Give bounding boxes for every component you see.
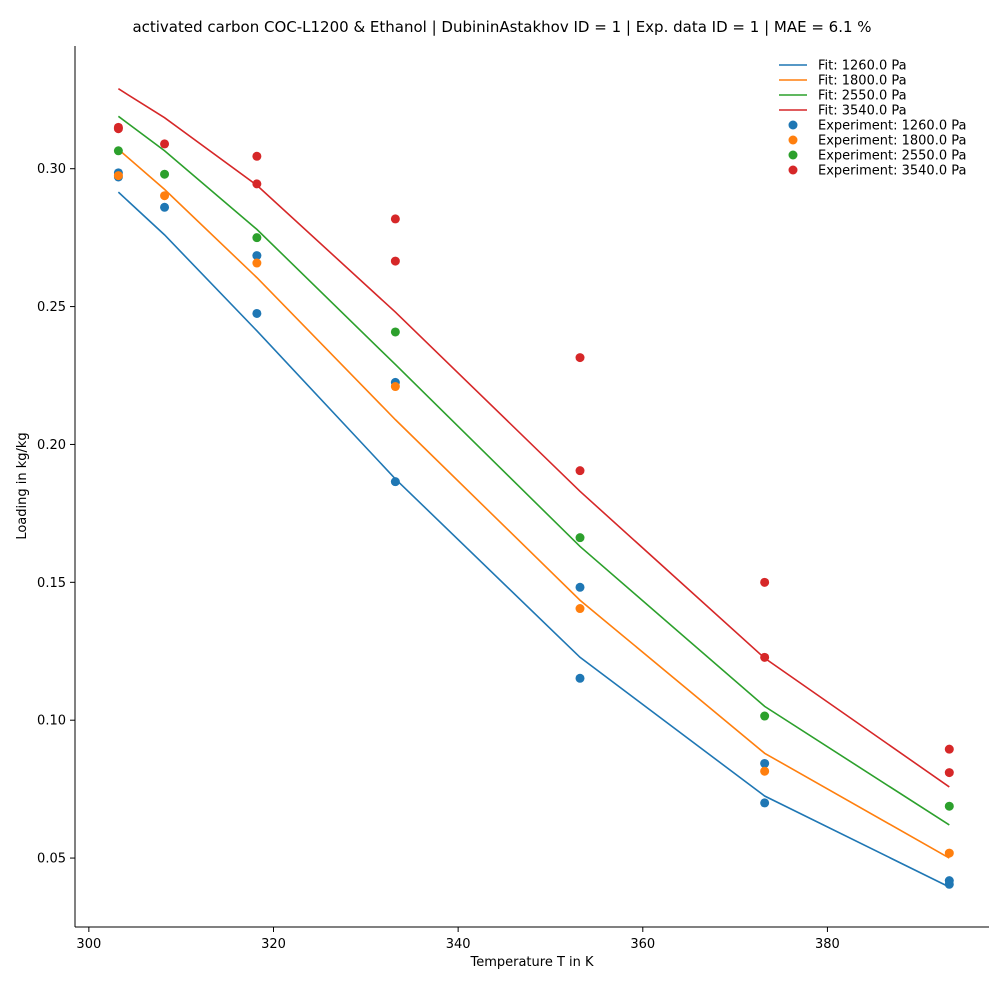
experiment-point-series-1 bbox=[160, 191, 170, 201]
experiment-point-series-0 bbox=[252, 308, 262, 318]
y-tick-label: 0.25 bbox=[37, 300, 66, 315]
experiment-point-series-1 bbox=[575, 604, 585, 614]
experiment-point-series-0 bbox=[760, 758, 770, 768]
experiment-point-series-1 bbox=[944, 848, 954, 858]
legend-entry-label: Experiment: 3540.0 Pa bbox=[818, 164, 966, 179]
experiment-point-series-2 bbox=[760, 711, 770, 721]
experiment-point-series-3 bbox=[760, 652, 770, 662]
legend-marker-swatch bbox=[788, 135, 798, 145]
legend-entry-label: Fit: 1260.0 Pa bbox=[818, 59, 907, 74]
x-axis-ticks: 300 320 340 360 380 bbox=[76, 927, 840, 952]
fit-line-series-3 bbox=[117, 88, 950, 788]
y-tick-label: 0.10 bbox=[37, 714, 66, 729]
x-tick-label: 320 bbox=[261, 937, 286, 952]
experiment-point-series-1 bbox=[390, 382, 400, 392]
chart-title: activated carbon COC-L1200 & Ethanol | D… bbox=[132, 18, 871, 36]
experiment-point-series-3 bbox=[760, 577, 770, 587]
experiment-point-series-2 bbox=[113, 146, 123, 156]
experiment-point-series-2 bbox=[390, 327, 400, 337]
experiment-point-series-0 bbox=[160, 202, 170, 212]
y-tick-label: 0.15 bbox=[37, 576, 66, 591]
x-tick-label: 360 bbox=[630, 937, 655, 952]
legend-entry-label: Fit: 1800.0 Pa bbox=[818, 74, 907, 89]
y-axis-ticks: 0.05 0.10 0.15 0.20 0.25 0.30 bbox=[37, 162, 75, 867]
x-axis-label: Temperature T in K bbox=[469, 955, 594, 970]
x-tick-label: 300 bbox=[76, 937, 101, 952]
y-tick-label: 0.20 bbox=[37, 438, 66, 453]
legend-marker-swatch bbox=[788, 150, 798, 160]
experiment-point-series-1 bbox=[113, 171, 123, 181]
experiment-point-series-0 bbox=[575, 673, 585, 683]
experiment-point-series-3 bbox=[390, 256, 400, 266]
experiment-point-series-3 bbox=[575, 466, 585, 476]
legend-entry-label: Experiment: 1260.0 Pa bbox=[818, 119, 966, 134]
x-tick-label: 380 bbox=[815, 937, 840, 952]
experiment-point-series-3 bbox=[944, 768, 954, 778]
experiment-point-series-0 bbox=[575, 582, 585, 592]
y-tick-label: 0.30 bbox=[37, 162, 66, 177]
legend-marker-swatch bbox=[788, 165, 798, 175]
fit-line-series-0 bbox=[117, 191, 950, 888]
x-tick-label: 340 bbox=[446, 937, 471, 952]
experiment-point-series-0 bbox=[760, 798, 770, 808]
experiment-point-series-2 bbox=[160, 169, 170, 179]
experiment-point-series-3 bbox=[113, 124, 123, 134]
legend-entry-label: Experiment: 1800.0 Pa bbox=[818, 134, 966, 149]
fit-line-series-2 bbox=[117, 115, 950, 826]
plot-area bbox=[113, 88, 954, 889]
experiment-point-series-1 bbox=[252, 258, 262, 268]
experiment-point-series-3 bbox=[390, 214, 400, 224]
experiment-point-series-3 bbox=[252, 179, 262, 189]
legend-marker-swatch bbox=[788, 120, 798, 130]
legend-entry-label: Experiment: 2550.0 Pa bbox=[818, 149, 966, 164]
legend-entry-label: Fit: 2550.0 Pa bbox=[818, 89, 907, 104]
experiment-point-series-2 bbox=[575, 533, 585, 543]
y-axis-label: Loading in kg/kg bbox=[15, 432, 30, 539]
experiment-point-series-1 bbox=[760, 766, 770, 776]
experiment-point-series-0 bbox=[390, 477, 400, 487]
experiment-point-series-3 bbox=[575, 353, 585, 363]
experiment-point-series-3 bbox=[252, 151, 262, 161]
experiment-point-series-0 bbox=[944, 879, 954, 889]
experiment-point-series-2 bbox=[944, 801, 954, 811]
experiment-point-series-3 bbox=[160, 139, 170, 149]
legend-entry-label: Fit: 3540.0 Pa bbox=[818, 104, 907, 119]
experiment-point-series-3 bbox=[944, 744, 954, 754]
fit-line-series-1 bbox=[117, 148, 950, 859]
y-tick-label: 0.05 bbox=[37, 852, 66, 867]
experiment-point-series-2 bbox=[252, 233, 262, 243]
experiment-point-series-0 bbox=[252, 251, 262, 261]
